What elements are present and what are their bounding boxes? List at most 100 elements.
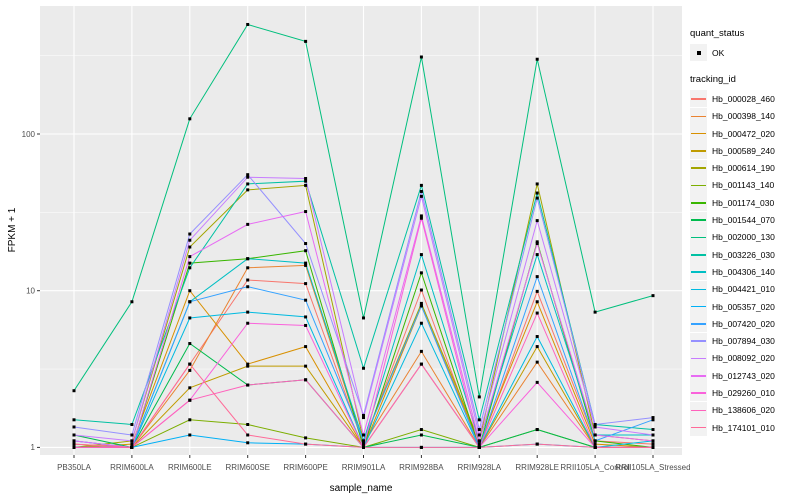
data-point (304, 282, 308, 286)
y-tick-label: 10 (26, 287, 35, 296)
data-point (72, 442, 76, 446)
tracking-id-legend-item: Hb_002000_130 (690, 228, 800, 246)
tracking-id-legend-item: Hb_007894_030 (690, 332, 800, 350)
data-point (419, 189, 423, 193)
series-line-icon (691, 184, 706, 187)
data-point (304, 345, 308, 349)
series-color-key-icon (690, 125, 707, 143)
data-point (593, 425, 597, 429)
data-point (304, 315, 308, 319)
series-color-key-icon (690, 315, 707, 333)
tracking-id-label: Hb_001174_030 (712, 197, 775, 208)
data-point (188, 255, 192, 259)
x-tick-label: RRIM600PE (283, 463, 327, 472)
tracking-id-legend-item: Hb_004306_140 (690, 263, 800, 281)
x-tick-label: RRIM901LA (342, 463, 386, 472)
data-point (419, 362, 423, 366)
data-point (188, 362, 192, 366)
tracking-id-label: Hb_002000_130 (712, 232, 775, 243)
y-tick-label: 1 (31, 443, 36, 452)
data-point (304, 261, 308, 265)
data-point (419, 183, 423, 187)
tracking-id-label: Hb_004421_010 (712, 284, 775, 295)
data-point (419, 194, 423, 198)
data-point (535, 360, 539, 364)
x-axis-title: sample_name (330, 483, 393, 494)
data-point (593, 445, 597, 449)
data-point (362, 433, 365, 437)
data-point (535, 57, 539, 61)
data-point (188, 266, 192, 270)
data-point (304, 378, 308, 382)
series-color-key-icon (690, 298, 707, 315)
tracking-id-legend-item: Hb_029260_010 (690, 384, 800, 402)
data-point (651, 439, 655, 443)
series-color-key-icon (690, 401, 707, 419)
data-point (246, 182, 250, 186)
series-color-key-icon (690, 194, 707, 212)
data-point (419, 301, 423, 305)
data-point (304, 179, 308, 183)
tracking-id-legend-item: Hb_008092_020 (690, 349, 800, 367)
data-point (362, 416, 365, 420)
x-tick-label: RRII105LA_Control (560, 463, 630, 472)
x-tick-label: RRIM928LE (515, 463, 559, 472)
data-point (535, 191, 539, 195)
tracking-id-legend-item: Hb_000398_140 (690, 107, 800, 125)
data-point (304, 249, 308, 253)
data-point (535, 311, 539, 315)
data-point (246, 22, 250, 26)
series-color-key-icon (690, 246, 707, 264)
data-point (304, 210, 308, 214)
x-tick-label: RRIM928LA (458, 463, 502, 472)
quant-status-legend-title: quant_status (690, 28, 745, 39)
tracking-id-label: Hb_174101_010 (712, 422, 775, 433)
tracking-id-label: Hb_005357_020 (712, 301, 775, 312)
data-point (535, 335, 539, 339)
data-point (188, 386, 192, 390)
data-point (304, 177, 308, 181)
data-point (130, 300, 134, 304)
data-point (188, 300, 192, 304)
data-point (419, 288, 423, 292)
series-line-icon (691, 202, 706, 204)
tracking-id-legend-item: Hb_000472_020 (690, 125, 800, 143)
tracking-id-label: Hb_000472_020 (712, 128, 775, 139)
tracking-id-legend-item: Hb_003226_030 (690, 246, 800, 264)
tracking-id-label: Hb_007894_030 (712, 336, 775, 347)
data-point (246, 278, 250, 282)
tracking-id-legend-item: Hb_001544_070 (690, 211, 800, 229)
data-point (304, 323, 308, 327)
data-point (72, 445, 76, 449)
tracking-id-label: Hb_004306_140 (712, 266, 775, 277)
tracking-id-label: Hb_000398_140 (712, 111, 775, 122)
x-tick-label: RRIM600SE (225, 463, 269, 472)
tracking-id-label: Hb_000614_190 (712, 163, 775, 174)
x-tick-label: PB350LA (57, 463, 91, 472)
data-point (304, 298, 308, 302)
tracking-id-label: Hb_003226_030 (712, 249, 775, 260)
series-line-icon (691, 288, 706, 291)
data-point (130, 433, 134, 437)
tracking-id-label: Hb_007420_020 (712, 318, 775, 329)
data-point (246, 310, 250, 314)
tracking-id-legend-item: Hb_001174_030 (690, 194, 800, 212)
data-point (246, 362, 250, 366)
data-point (419, 433, 423, 437)
data-point (304, 442, 308, 446)
series-line-icon (691, 426, 706, 429)
tracking-id-legend-item: Hb_174101_010 (690, 419, 800, 437)
data-point (593, 439, 597, 443)
tracking-id-legend-title: tracking_id (690, 74, 736, 86)
series-color-key-icon (690, 332, 707, 350)
y-tick-label: 100 (22, 130, 36, 139)
data-point (362, 445, 365, 449)
series-line-icon (691, 374, 706, 377)
data-point (477, 433, 481, 437)
series-line-icon (691, 323, 706, 325)
tracking-id-legend-item: Hb_000028_460 (690, 90, 800, 108)
data-point (188, 232, 192, 236)
series-color-key-icon (690, 228, 707, 246)
data-point (535, 240, 539, 244)
series-color-key-icon (690, 90, 707, 108)
